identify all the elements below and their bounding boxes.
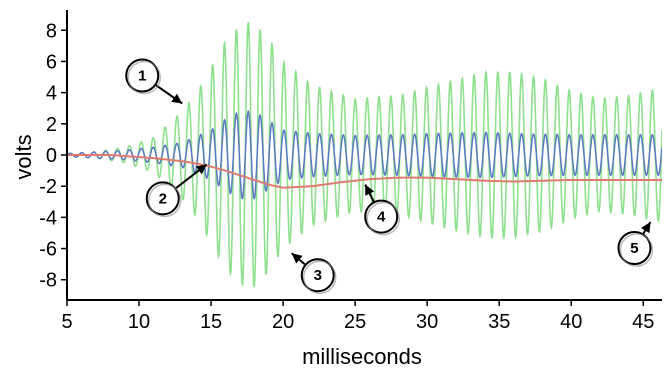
callout-number: 2 xyxy=(159,190,167,207)
x-tick-label: 30 xyxy=(416,311,438,333)
y-tick-label: -6 xyxy=(39,239,57,261)
callout-badge xyxy=(145,181,180,216)
callout-4: 4 xyxy=(364,184,400,236)
x-tick-label: 45 xyxy=(632,311,654,333)
x-tick-label: 25 xyxy=(344,311,366,333)
callout-arrowhead xyxy=(291,253,303,264)
callout-number: 5 xyxy=(630,240,638,257)
series-layer xyxy=(67,22,662,288)
callout-badge xyxy=(125,58,160,93)
callout-badge-shadow xyxy=(366,201,400,236)
x-tick-label: 35 xyxy=(488,311,510,333)
y-tick-label: 4 xyxy=(46,83,57,105)
x-tick-label: 5 xyxy=(61,311,72,333)
callout-badge-shadow xyxy=(147,183,182,218)
y-axis-title: volts xyxy=(11,134,36,179)
x-tick-label: 40 xyxy=(560,311,582,333)
y-tick-label: 2 xyxy=(46,114,57,136)
callout-badge-shadow xyxy=(619,233,654,267)
y-tick-label: -2 xyxy=(39,176,57,198)
y-tick-label: 6 xyxy=(46,51,57,73)
x-tick-label: 20 xyxy=(272,311,294,333)
callout-2: 2 xyxy=(145,163,208,218)
y-tick-label: 8 xyxy=(46,20,57,42)
callout-5: 5 xyxy=(617,221,654,267)
callout-3: 3 xyxy=(291,252,337,294)
x-axis-title: milliseconds xyxy=(302,344,422,369)
callout-number: 3 xyxy=(314,267,322,284)
y-tick-label: 0 xyxy=(46,145,57,167)
callout-arrowhead xyxy=(640,222,651,234)
callout-badge xyxy=(364,199,399,234)
series-blue-oscillation xyxy=(67,109,662,200)
callout-number: 1 xyxy=(138,68,146,85)
x-tick-label: 15 xyxy=(200,311,222,333)
callout-badge xyxy=(300,258,335,293)
callout-arrowhead xyxy=(171,93,183,104)
callout-arrowhead xyxy=(365,184,375,196)
callout-number: 4 xyxy=(377,209,386,226)
x-tick-label: 10 xyxy=(128,311,150,333)
y-tick-label: -4 xyxy=(39,207,57,229)
y-tick-label: -8 xyxy=(39,270,57,292)
callout-1: 1 xyxy=(125,58,183,105)
callout-arrowhead xyxy=(195,164,207,175)
callout-badge-shadow xyxy=(127,60,162,95)
series-red-baseline xyxy=(67,154,662,189)
callout-badge-shadow xyxy=(302,260,337,294)
callout-layer: 1 2 3 4 5 xyxy=(125,58,654,294)
callout-badge xyxy=(617,231,652,266)
